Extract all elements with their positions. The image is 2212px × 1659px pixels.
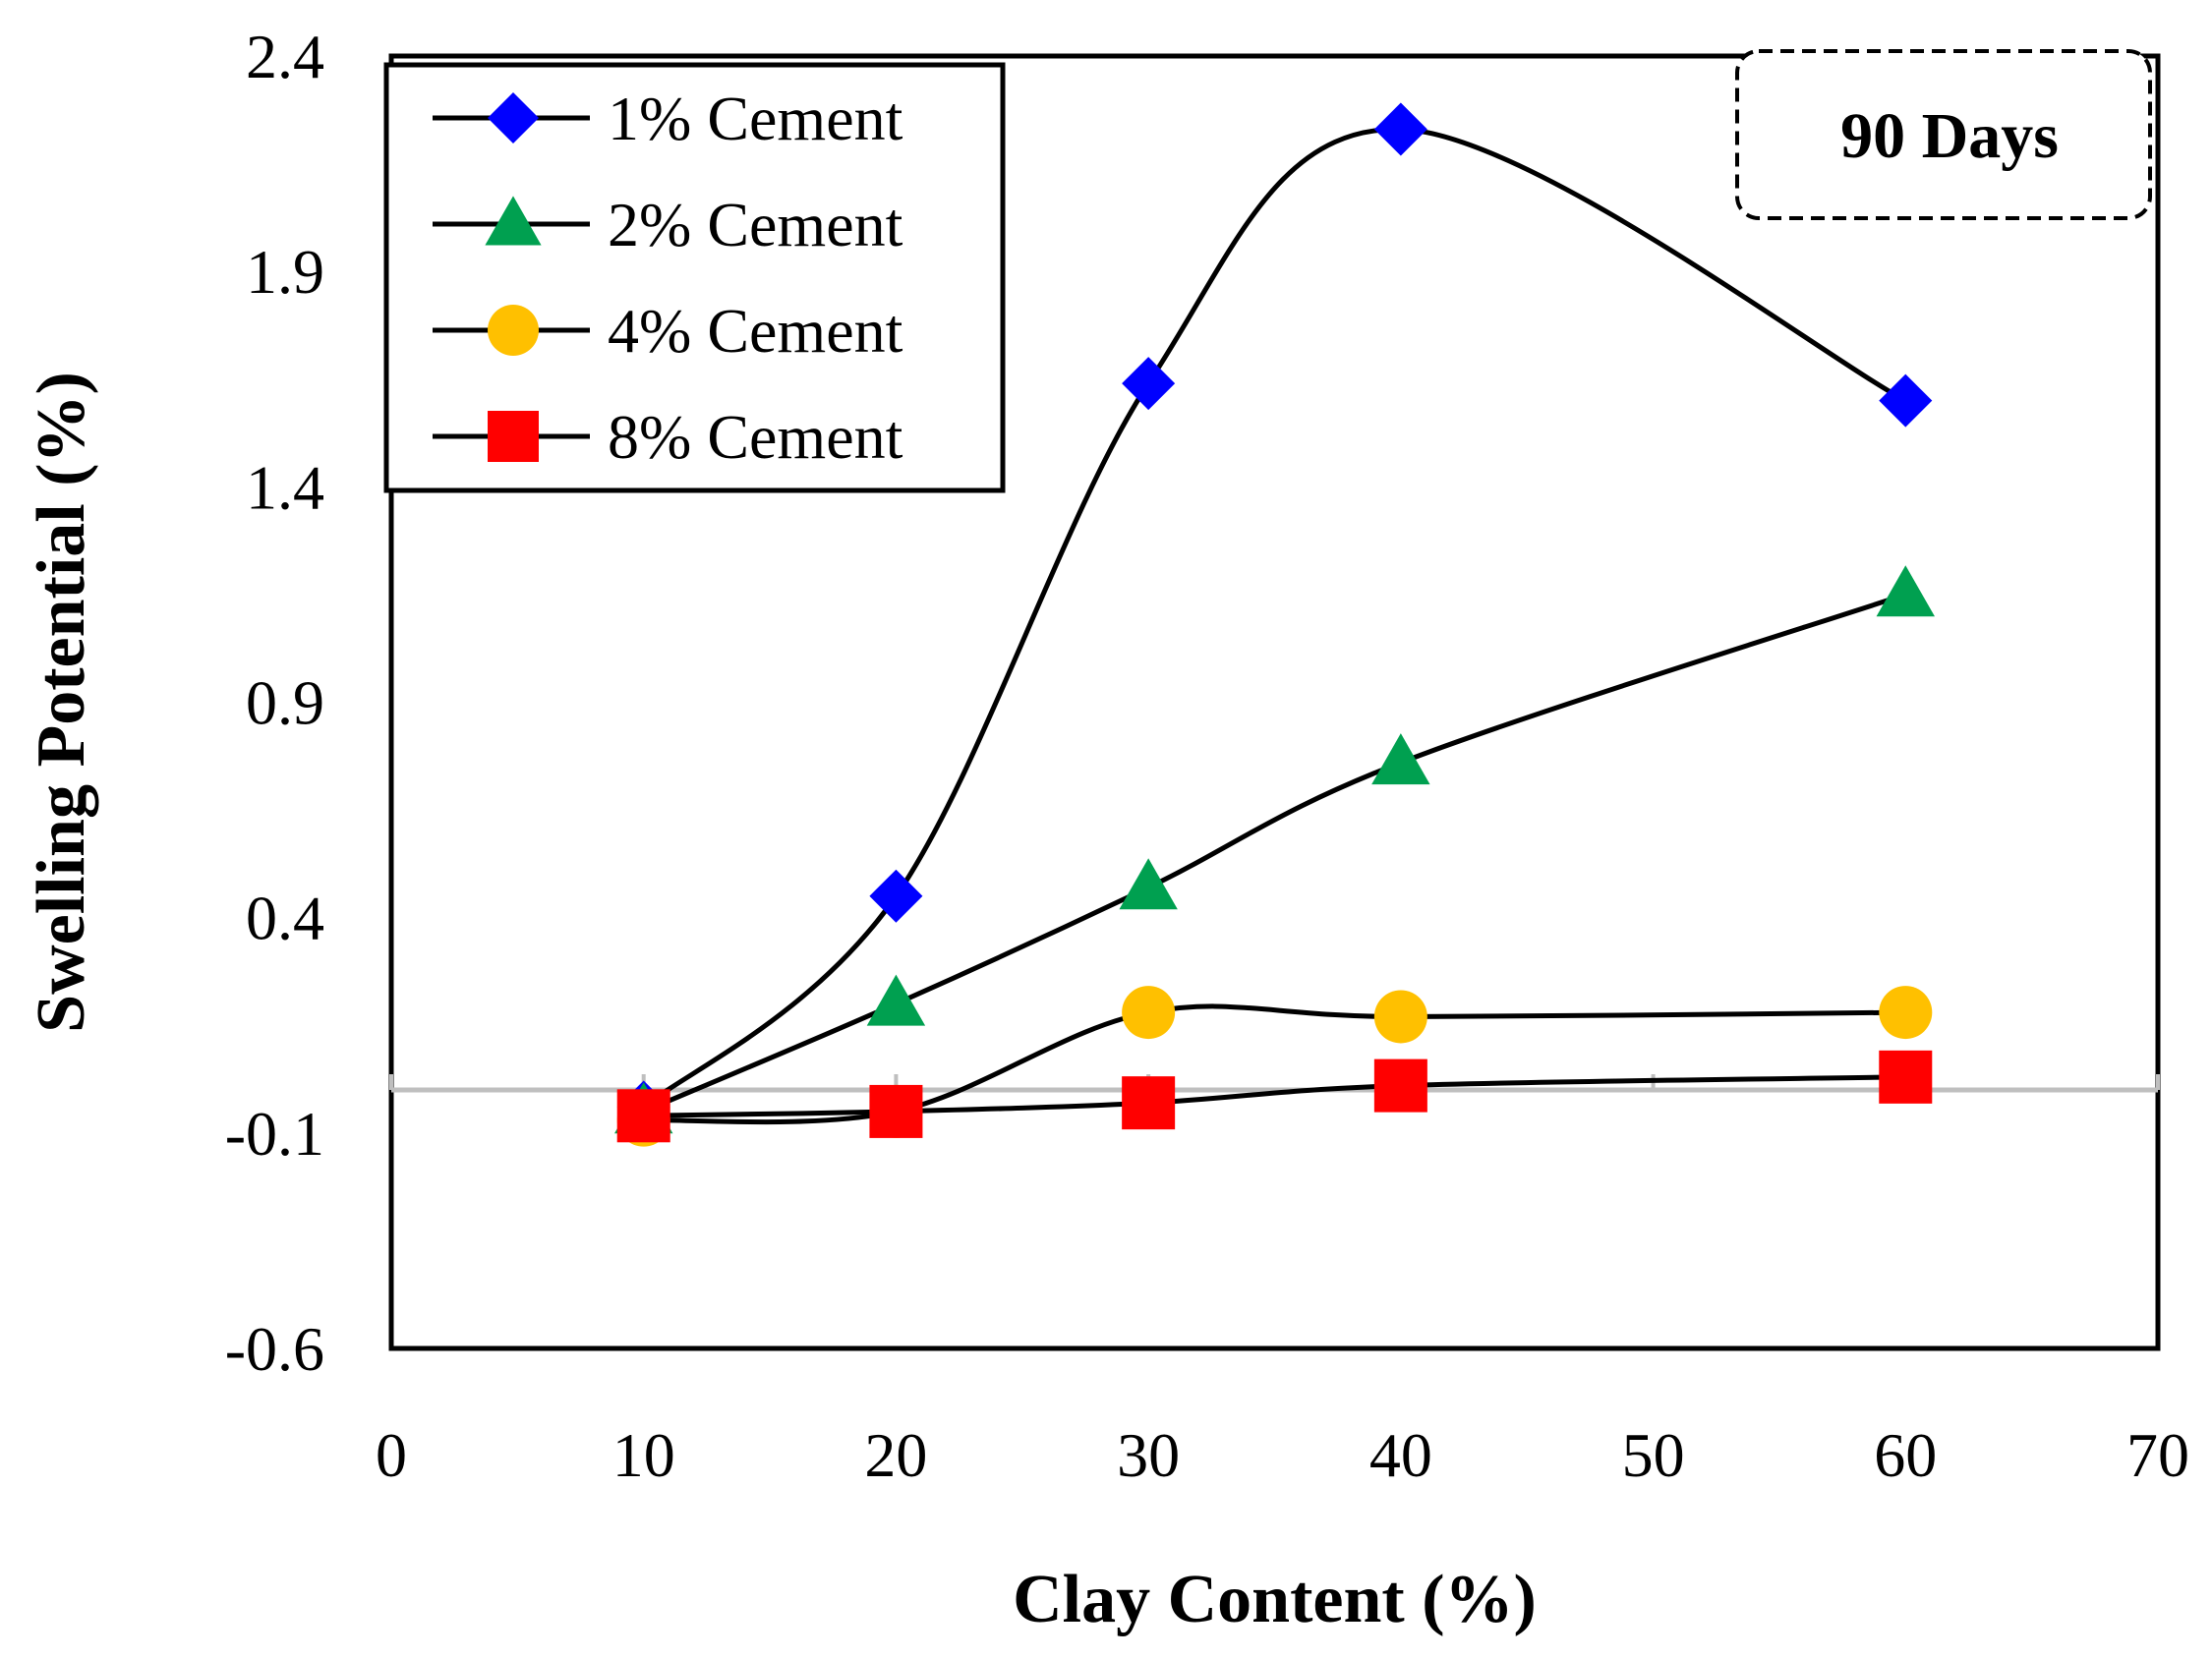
- circle-marker: [1122, 986, 1176, 1040]
- triangle-marker: [1119, 858, 1178, 910]
- square-marker: [1122, 1076, 1176, 1130]
- series-line-4: [643, 1074, 1906, 1118]
- x-axis-title: Clay Content (%): [1013, 1562, 1537, 1637]
- x-tick-label: 10: [612, 1420, 675, 1490]
- square-marker: [869, 1084, 923, 1138]
- series-line-2: [642, 592, 1907, 1115]
- x-tick-label: 50: [1622, 1420, 1685, 1490]
- triangle-marker: [1876, 565, 1935, 617]
- plot-area-frame: [388, 53, 2161, 1351]
- y-tick-label: -0.1: [225, 1099, 324, 1169]
- diamond-marker: [1879, 373, 1933, 428]
- diamond-marker: [1122, 357, 1176, 411]
- series-line-3: [643, 1003, 1906, 1125]
- y-tick-label: 0.4: [246, 884, 324, 953]
- triangle-marker: [1371, 733, 1430, 785]
- x-tick-label: 40: [1369, 1420, 1432, 1490]
- legend-label: 2% Cement: [608, 190, 903, 259]
- legend-label: 8% Cement: [608, 402, 903, 472]
- x-tick-label: 70: [2126, 1420, 2189, 1490]
- legend-entry: 4% Cement: [433, 296, 903, 366]
- triangle-marker: [485, 196, 542, 246]
- x-tick-label: 0: [376, 1420, 407, 1490]
- legend-entry: 2% Cement: [433, 190, 903, 259]
- circle-marker: [488, 305, 539, 356]
- square-marker: [1373, 1058, 1427, 1113]
- x-tick-label: 60: [1874, 1420, 1937, 1490]
- circle-marker: [1879, 986, 1933, 1040]
- y-tick-label: 1.4: [246, 452, 324, 522]
- x-tick-label: 30: [1117, 1420, 1180, 1490]
- square-marker: [616, 1089, 670, 1143]
- annotation-label: 90 Days: [1840, 100, 2059, 172]
- y-tick-label: 2.4: [246, 22, 324, 91]
- y-tick-label: -0.6: [225, 1314, 324, 1384]
- legend-entry: 8% Cement: [433, 402, 903, 472]
- legend-label: 1% Cement: [608, 84, 903, 153]
- triangle-marker: [866, 974, 926, 1026]
- diamond-marker: [869, 869, 923, 923]
- diamond-marker: [488, 92, 539, 143]
- square-marker: [1879, 1050, 1933, 1104]
- legend-label: 4% Cement: [608, 296, 903, 366]
- circle-marker: [1373, 990, 1427, 1044]
- square-marker: [488, 411, 539, 462]
- annotation-box: [1735, 49, 2152, 220]
- legend-entry: 1% Cement: [433, 84, 903, 153]
- y-tick-label: 0.9: [246, 668, 324, 738]
- y-tick-label: 1.9: [246, 237, 324, 307]
- x-tick-label: 20: [864, 1420, 927, 1490]
- y-axis-title: Swelling Potential (%): [24, 372, 99, 1033]
- diamond-marker: [1373, 102, 1427, 156]
